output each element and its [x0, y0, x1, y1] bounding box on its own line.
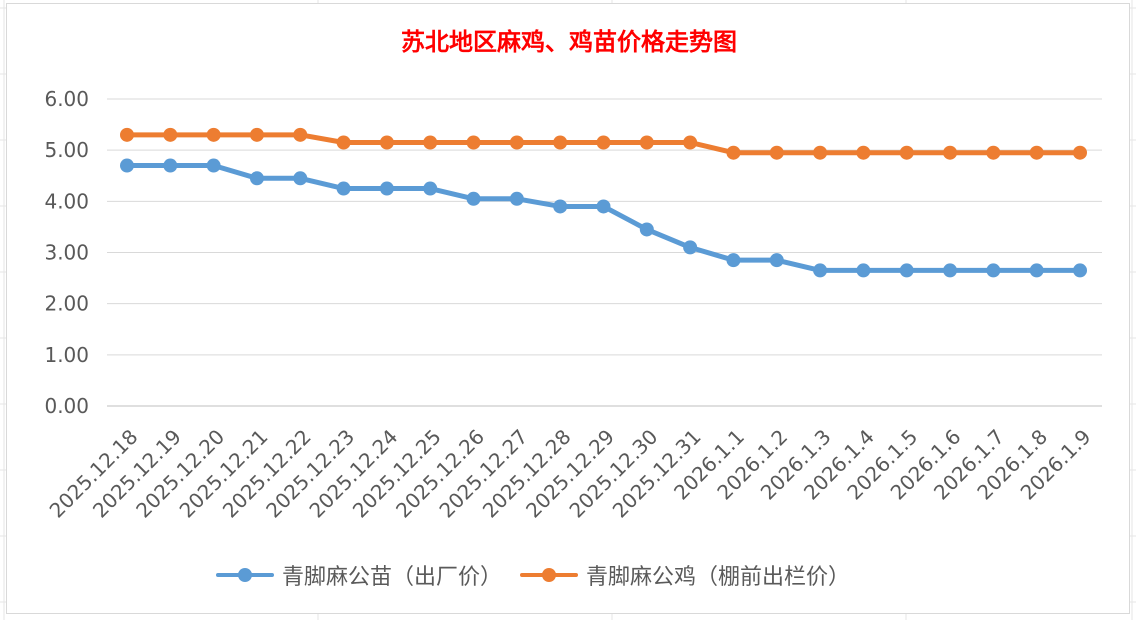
data-point-series-2 [1073, 145, 1087, 160]
data-point-series-1 [163, 158, 178, 173]
legend-item-series-1: 青脚麻公苗（出厂价） [216, 559, 502, 591]
legend-swatch-series-1 [216, 568, 274, 582]
y-axis-tick-labels: 0.00 1.00 2.00 3.00 4.00 5.00 6.00 [44, 87, 89, 418]
y-tick-label: 0.00 [44, 394, 89, 418]
data-point-series-1 [726, 253, 741, 268]
data-point-series-2 [1029, 145, 1044, 160]
data-point-series-1 [423, 181, 438, 196]
data-point-series-1 [1029, 263, 1044, 278]
data-point-series-1 [943, 263, 958, 278]
y-tick-label: 6.00 [44, 87, 89, 111]
y-tick-label: 3.00 [44, 241, 89, 265]
data-point-series-1 [596, 199, 611, 214]
data-point-series-2 [683, 135, 698, 150]
data-point-series-1 [986, 263, 1001, 278]
data-point-series-2 [856, 145, 871, 160]
data-point-series-2 [120, 127, 134, 142]
data-point-series-1 [466, 191, 481, 206]
data-point-series-2 [206, 127, 221, 142]
data-point-series-1 [769, 253, 784, 268]
legend-label-series-1: 青脚麻公苗（出厂价） [282, 565, 503, 590]
data-point-series-1 [856, 263, 871, 278]
data-point-series-1 [336, 181, 351, 196]
data-point-series-1 [120, 158, 134, 173]
legend-item-series-2: 青脚麻公鸡（棚前出栏价） [520, 559, 850, 591]
chart-title: 苏北地区麻鸡、鸡苗价格走势图 [401, 27, 737, 56]
data-point-series-2 [769, 145, 784, 160]
y-tick-label: 5.00 [44, 138, 89, 162]
data-point-series-1 [813, 263, 828, 278]
data-point-series-1 [293, 171, 308, 186]
data-point-series-1 [1073, 263, 1087, 278]
data-point-series-1 [509, 191, 524, 206]
data-point-series-2 [639, 135, 654, 150]
data-point-series-2 [553, 135, 568, 150]
data-point-series-2 [379, 135, 394, 150]
y-tick-label: 4.00 [44, 189, 89, 213]
data-point-series-2 [163, 127, 178, 142]
data-point-series-2 [943, 145, 958, 160]
legend-label-series-2: 青脚麻公鸡（棚前出栏价） [586, 565, 851, 590]
x-axis-tick-labels: 2025.12.182025.12.192025.12.202025.12.21… [45, 425, 1096, 523]
data-point-series-2 [899, 145, 914, 160]
data-point-series-2 [249, 127, 264, 142]
data-point-series-1 [553, 199, 568, 214]
y-tick-label: 2.00 [44, 292, 89, 316]
data-point-series-2 [726, 145, 741, 160]
data-point-series-2 [466, 135, 481, 150]
data-point-series-1 [206, 158, 221, 173]
data-point-series-2 [813, 145, 828, 160]
series-points [120, 127, 1087, 278]
legend-swatch-series-2 [520, 568, 579, 582]
chart-legend: 青脚麻公苗（出厂价） 青脚麻公鸡（棚前出栏价） [216, 560, 850, 590]
data-point-series-2 [509, 135, 524, 150]
y-tick-label: 1.00 [44, 343, 89, 367]
data-point-series-2 [596, 135, 611, 150]
data-point-series-2 [986, 145, 1001, 160]
data-point-series-1 [639, 222, 654, 237]
data-point-series-2 [293, 127, 308, 142]
data-point-series-2 [336, 135, 351, 150]
data-point-series-1 [899, 263, 914, 278]
series-line-1 [124, 163, 1083, 273]
data-point-series-1 [379, 181, 394, 196]
data-point-series-1 [683, 240, 698, 255]
chart-container [6, 3, 1130, 614]
data-point-series-2 [423, 135, 438, 150]
data-point-series-1 [249, 171, 264, 186]
